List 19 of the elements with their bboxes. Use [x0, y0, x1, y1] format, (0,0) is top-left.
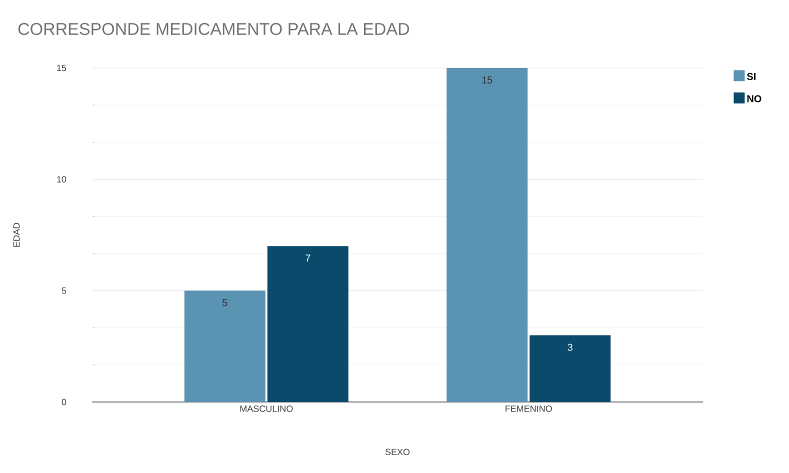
- legend-label: NO: [747, 95, 762, 102]
- y-tick-label: 5: [62, 288, 66, 294]
- y-tick-label: 10: [57, 176, 66, 183]
- bar: [446, 68, 528, 402]
- data-label: 15: [482, 76, 492, 84]
- data-label: 5: [222, 299, 228, 306]
- data-label: 7: [306, 254, 310, 262]
- bar: [267, 246, 348, 402]
- bar: [530, 335, 611, 402]
- chart-title: CORRESPONDE MEDICAMENTO PARA LA EDAD: [18, 22, 410, 36]
- data-label: 3: [568, 344, 572, 351]
- x-tick-label: MASCULINO: [240, 406, 293, 412]
- legend-label: SI: [746, 72, 756, 80]
- bar: [184, 290, 266, 402]
- y-tick-label: 15: [57, 64, 66, 72]
- y-axis-title: EDAD: [13, 222, 20, 247]
- x-tick-label: FEMENINO: [506, 406, 552, 412]
- y-tick-label: 0: [62, 398, 66, 406]
- x-axis-title: SEXO: [385, 448, 410, 456]
